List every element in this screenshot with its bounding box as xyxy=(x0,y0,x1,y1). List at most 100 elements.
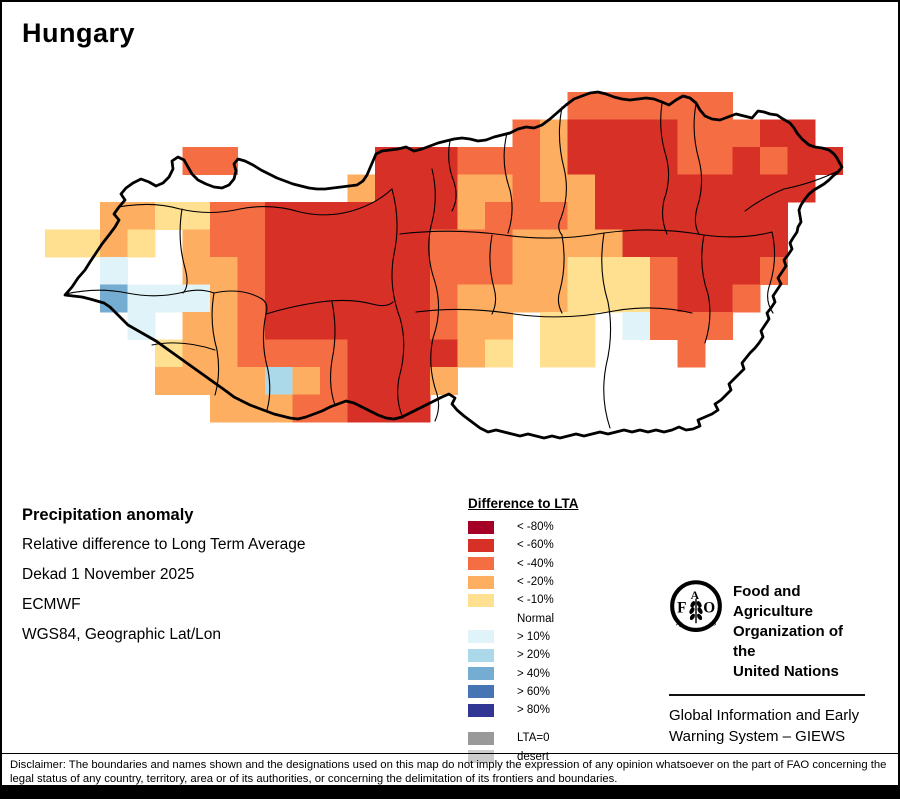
country-border xyxy=(63,90,844,440)
raster-cell xyxy=(375,174,403,203)
raster-cell xyxy=(567,147,596,175)
wheat-ear-icon xyxy=(689,598,703,624)
legend-label: < -80% xyxy=(517,521,554,534)
svg-text:PANIS: PANIS xyxy=(701,621,717,633)
raster-cell xyxy=(760,119,788,148)
raster-cell xyxy=(622,312,651,340)
legend-row: > 10% xyxy=(468,628,638,646)
raster-cell xyxy=(787,174,816,203)
legend-row: > 80% xyxy=(468,701,638,719)
raster-cell xyxy=(375,257,403,285)
bottom-bar xyxy=(2,785,898,797)
raster-cell xyxy=(595,257,623,285)
svg-text:O: O xyxy=(703,599,715,616)
raster-cell xyxy=(677,284,706,313)
raster-cell xyxy=(705,147,733,175)
raster-cell xyxy=(485,284,513,313)
legend-label: < -60% xyxy=(517,539,554,552)
raster-cell xyxy=(127,284,156,313)
raster-cell xyxy=(622,92,651,120)
raster-cell xyxy=(595,174,623,203)
raster-cell xyxy=(265,312,293,340)
raster-cell xyxy=(210,257,238,285)
raster-cell xyxy=(567,339,596,368)
raster-cell xyxy=(760,202,788,230)
info-line-projection: WGS84, Geographic Lat/Lon xyxy=(22,626,222,643)
raster-cell xyxy=(210,394,238,423)
raster-cell xyxy=(320,284,348,313)
raster-cell xyxy=(402,339,431,368)
legend-row: > 40% xyxy=(468,664,638,682)
raster-cell xyxy=(732,147,761,175)
raster-cell xyxy=(677,229,706,258)
fao-org-name: Food and Agriculture Organization of the… xyxy=(733,582,869,682)
raster-cell xyxy=(457,339,486,368)
raster-cell xyxy=(457,312,486,340)
raster-cell xyxy=(622,119,651,148)
legend-swatch xyxy=(468,685,494,699)
info-line-dekad: Dekad 1 November 2025 xyxy=(22,566,195,583)
raster-cell xyxy=(622,174,651,203)
raster-cell xyxy=(430,339,458,368)
raster-cell xyxy=(292,284,321,313)
svg-text:F: F xyxy=(677,599,686,616)
legend-label: Normal xyxy=(517,612,555,625)
org-line: Organization of the xyxy=(733,623,843,660)
legend-swatch xyxy=(468,731,494,745)
raster-cell xyxy=(512,202,541,230)
raster-cell xyxy=(595,147,623,175)
raster-cell xyxy=(320,367,348,395)
raster-cell xyxy=(237,312,266,340)
raster-cell xyxy=(732,119,761,148)
raster-cell xyxy=(210,312,238,340)
raster-cell xyxy=(567,257,596,285)
legend: Difference to LTA < -80% < -60% < -40% < -2… xyxy=(468,496,638,766)
raster-cell xyxy=(182,147,211,175)
legend-swatch xyxy=(468,520,494,534)
raster-cell xyxy=(732,257,761,285)
legend-swatch xyxy=(468,612,494,625)
raster-cell xyxy=(347,284,376,313)
raster-cell xyxy=(375,312,403,340)
raster-cell xyxy=(457,229,486,258)
raster-cell xyxy=(457,257,486,285)
legend-swatch xyxy=(468,557,494,571)
raster-cell xyxy=(237,257,266,285)
raster-cell xyxy=(512,257,541,285)
fao-branding: F A O FIAT PANIS Food and Agriculture Or… xyxy=(669,576,869,747)
raster-cell xyxy=(567,174,596,203)
org-line: United Nations xyxy=(733,663,839,680)
raster-cell xyxy=(402,367,431,395)
raster-cell xyxy=(677,339,706,368)
raster-cell xyxy=(457,147,486,175)
raster-cell xyxy=(155,367,183,395)
raster-cell xyxy=(595,119,623,148)
raster-cell xyxy=(155,284,183,313)
svg-text:A: A xyxy=(691,589,700,602)
raster-cell xyxy=(320,257,348,285)
legend-title: Difference to LTA xyxy=(468,496,579,511)
legend-row: < -60% xyxy=(468,536,638,554)
raster-cell xyxy=(485,257,513,285)
info-heading: Precipitation anomaly xyxy=(22,506,194,524)
raster-cell xyxy=(347,312,376,340)
raster-cell xyxy=(677,257,706,285)
legend-row: > 60% xyxy=(468,683,638,701)
raster-cell xyxy=(650,229,678,258)
raster-cell xyxy=(457,284,486,313)
raster-cell xyxy=(237,339,266,368)
raster-cell xyxy=(182,202,211,230)
raster-cell xyxy=(210,202,238,230)
giews-line: Global Information and Early xyxy=(669,707,860,724)
legend-swatch xyxy=(468,667,494,681)
giews-line: Warning System – GIEWS xyxy=(669,728,846,745)
raster-cell xyxy=(540,202,568,230)
raster-cell xyxy=(402,312,431,340)
raster-cell xyxy=(347,229,376,258)
legend-gap xyxy=(468,719,638,729)
raster-cell xyxy=(540,174,568,203)
legend-label: > 20% xyxy=(517,649,550,662)
raster-cell xyxy=(650,312,678,340)
raster-cell xyxy=(292,257,321,285)
